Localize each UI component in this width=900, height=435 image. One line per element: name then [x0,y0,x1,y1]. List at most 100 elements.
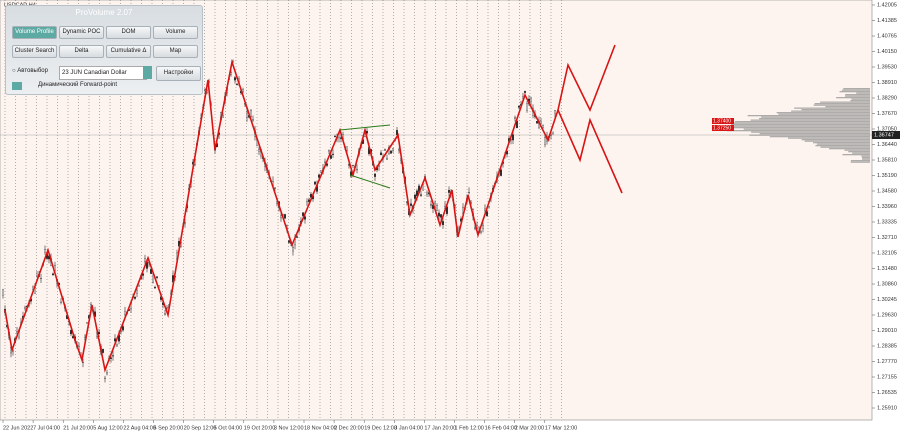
profile-bar [850,161,870,163]
candle-body [274,187,276,189]
candle-body [166,307,168,309]
auto-select[interactable]: ○ Автовыбор [12,68,48,74]
price-label: 1.35190 [877,173,897,179]
profile-bar [862,158,870,160]
time-label: 5 Oct 04:00 [214,425,242,431]
candle-body [542,125,544,128]
candle-body [60,301,62,303]
profile-bar [812,142,870,144]
candle-body [116,344,118,347]
time-label: 21 Jul 20:00 [63,425,93,431]
candle-body [536,121,538,124]
candle-body [52,273,54,276]
candle-body [114,338,116,342]
candle-body [324,161,326,163]
candle-body [380,152,382,156]
candle-body [150,268,152,274]
candle-body [396,130,398,135]
price-label: 1.34580 [877,188,897,194]
candle-body [488,206,490,209]
settings-button[interactable]: Настройки [156,66,201,81]
profile-bar [801,139,870,141]
time-label: 1 Feb 12:00 [455,425,484,431]
candle-body [164,313,166,316]
time-label: 19 Dec 12:00 [364,425,397,431]
tool-button[interactable]: Volume [153,26,198,39]
candle-body [24,307,26,309]
profile-bar [856,92,870,94]
price-label: 1.41385 [877,18,897,24]
candle-body [438,212,440,217]
pattern-line [339,124,391,131]
tool-button[interactable]: Delta [59,45,104,58]
price-label: 1.32105 [877,250,897,256]
candle-body [386,158,388,160]
candle-body [374,173,376,177]
candle-body [288,240,290,243]
profile-bar [801,109,870,111]
candle-body [308,199,310,202]
candle-body [250,110,252,117]
profile-bar [787,137,870,139]
candle-body [106,372,108,375]
profile-bar [735,121,870,123]
dropdown-arrow[interactable] [143,66,152,79]
zigzag [4,58,559,373]
price-label: 1.27770 [877,359,897,365]
candle-body [514,117,516,119]
profile-bar [719,125,870,127]
price-label: 1.37670 [877,111,897,117]
time-label: 5 Aug 12:00 [93,425,122,431]
profile-bar [825,106,870,108]
candle-body [486,211,488,217]
forward-point: Динамический Forward-point [38,82,118,88]
tool-button[interactable]: Cumulative Δ [106,45,151,58]
profile-bar [731,124,870,126]
candle-body [296,236,298,238]
tool-button[interactable]: Dynamic POC [59,26,104,39]
auto-label: Автовыбор [17,68,48,74]
candle-body [554,110,556,114]
profile-bar [845,95,870,97]
candle-body [512,134,514,141]
profile-bar [721,122,870,124]
profile-bar [848,151,870,153]
candle-body [54,265,56,271]
candle-body [356,168,358,171]
instrument-select[interactable]: 23 JUN Canadian Dollar [59,66,147,80]
tool-button[interactable]: Cluster Search [12,45,57,58]
forecast-up [557,44,616,113]
profile-bar [761,116,870,118]
candle-body [314,181,316,185]
time-label: 3 Jan 04:00 [394,425,423,431]
candle-body [414,194,416,199]
profile-label: 1.37400 [713,118,731,124]
tool-button[interactable]: DOM [106,26,151,39]
price-label: 1.25910 [877,405,897,411]
price-label: 1.38910 [877,80,897,86]
time-label: 19 Oct 20:00 [244,425,275,431]
candle-body [480,231,482,233]
profile-bar [759,118,870,120]
candle-body [258,149,260,152]
tool-button[interactable]: Volume Profile [12,26,57,39]
price-label: 1.27155 [877,374,897,380]
candle-body [98,331,100,335]
time-label: 22 Aug 04:00 [123,425,155,431]
time-label: 22 Jun 2022 [3,425,33,431]
tool-button[interactable]: Map [153,45,198,58]
candle-body [2,289,4,296]
candle-body [442,221,444,226]
candle-body [526,103,528,111]
candle-body [384,149,386,151]
candle-body [332,153,334,155]
time-label: 3 Nov 12:00 [274,425,304,431]
checkbox[interactable] [12,82,22,90]
profile-bar [778,113,870,115]
candle-body [138,284,140,287]
candle-body [430,204,432,206]
profile-bar [844,149,870,151]
candle-body [340,137,342,139]
candle-body [448,189,450,193]
